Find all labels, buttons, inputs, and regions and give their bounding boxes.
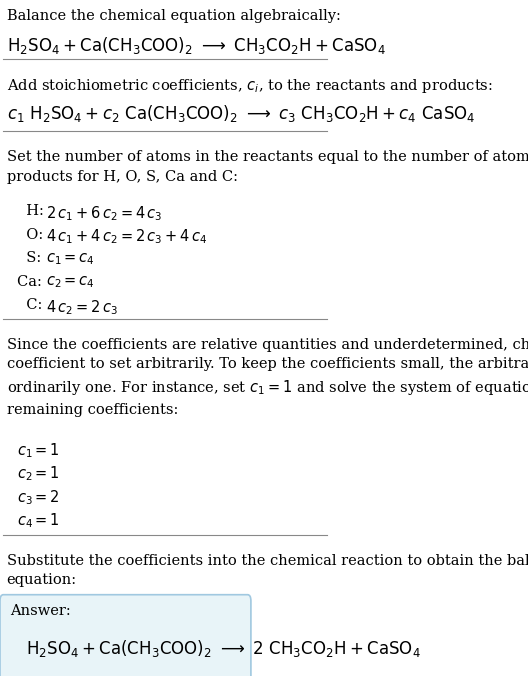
Text: Ca:: Ca: [16, 274, 46, 289]
Text: $c_2 = 1$: $c_2 = 1$ [16, 464, 59, 483]
Text: $\mathrm{H_2SO_4 + Ca(CH_3COO)_2 \ {\longrightarrow} \ 2\ CH_3CO_2H + CaSO_4}$: $\mathrm{H_2SO_4 + Ca(CH_3COO)_2 \ {\lon… [26, 638, 421, 660]
Text: $4\,c_2 = 2\,c_3$: $4\,c_2 = 2\,c_3$ [46, 298, 118, 317]
Text: $c_2 = c_4$: $c_2 = c_4$ [46, 274, 95, 290]
Text: O:: O: [16, 228, 48, 241]
Text: $c_1\ \mathrm{H_2SO_4} + c_2\ \mathrm{Ca(CH_3COO)_2 \ {\longrightarrow} \ } c_3\: $c_1\ \mathrm{H_2SO_4} + c_2\ \mathrm{Ca… [7, 103, 475, 124]
Text: $4\,c_1 + 4\,c_2 = 2\,c_3 + 4\,c_4$: $4\,c_1 + 4\,c_2 = 2\,c_3 + 4\,c_4$ [46, 228, 208, 246]
Text: Answer:: Answer: [10, 604, 71, 618]
Text: Set the number of atoms in the reactants equal to the number of atoms in the
pro: Set the number of atoms in the reactants… [7, 150, 528, 184]
FancyBboxPatch shape [0, 595, 251, 676]
Text: S:: S: [16, 251, 45, 265]
Text: $c_1 = c_4$: $c_1 = c_4$ [46, 251, 95, 267]
Text: C:: C: [16, 298, 46, 312]
Text: $2\,c_1 + 6\,c_2 = 4\,c_3$: $2\,c_1 + 6\,c_2 = 4\,c_3$ [46, 204, 163, 223]
Text: Since the coefficients are relative quantities and underdetermined, choose a
coe: Since the coefficients are relative quan… [7, 338, 528, 417]
Text: Add stoichiometric coefficients, $c_i$, to the reactants and products:: Add stoichiometric coefficients, $c_i$, … [7, 77, 493, 95]
Text: H:: H: [16, 204, 48, 218]
Text: $c_1 = 1$: $c_1 = 1$ [16, 441, 59, 460]
Text: $\mathrm{H_2SO_4 + Ca(CH_3COO)_2 \ {\longrightarrow} \ CH_3CO_2H + CaSO_4}$: $\mathrm{H_2SO_4 + Ca(CH_3COO)_2 \ {\lon… [7, 35, 385, 56]
Text: Substitute the coefficients into the chemical reaction to obtain the balanced
eq: Substitute the coefficients into the che… [7, 554, 528, 587]
Text: Balance the chemical equation algebraically:: Balance the chemical equation algebraica… [7, 9, 341, 23]
Text: $c_3 = 2$: $c_3 = 2$ [16, 488, 59, 507]
Text: $c_4 = 1$: $c_4 = 1$ [16, 512, 59, 531]
